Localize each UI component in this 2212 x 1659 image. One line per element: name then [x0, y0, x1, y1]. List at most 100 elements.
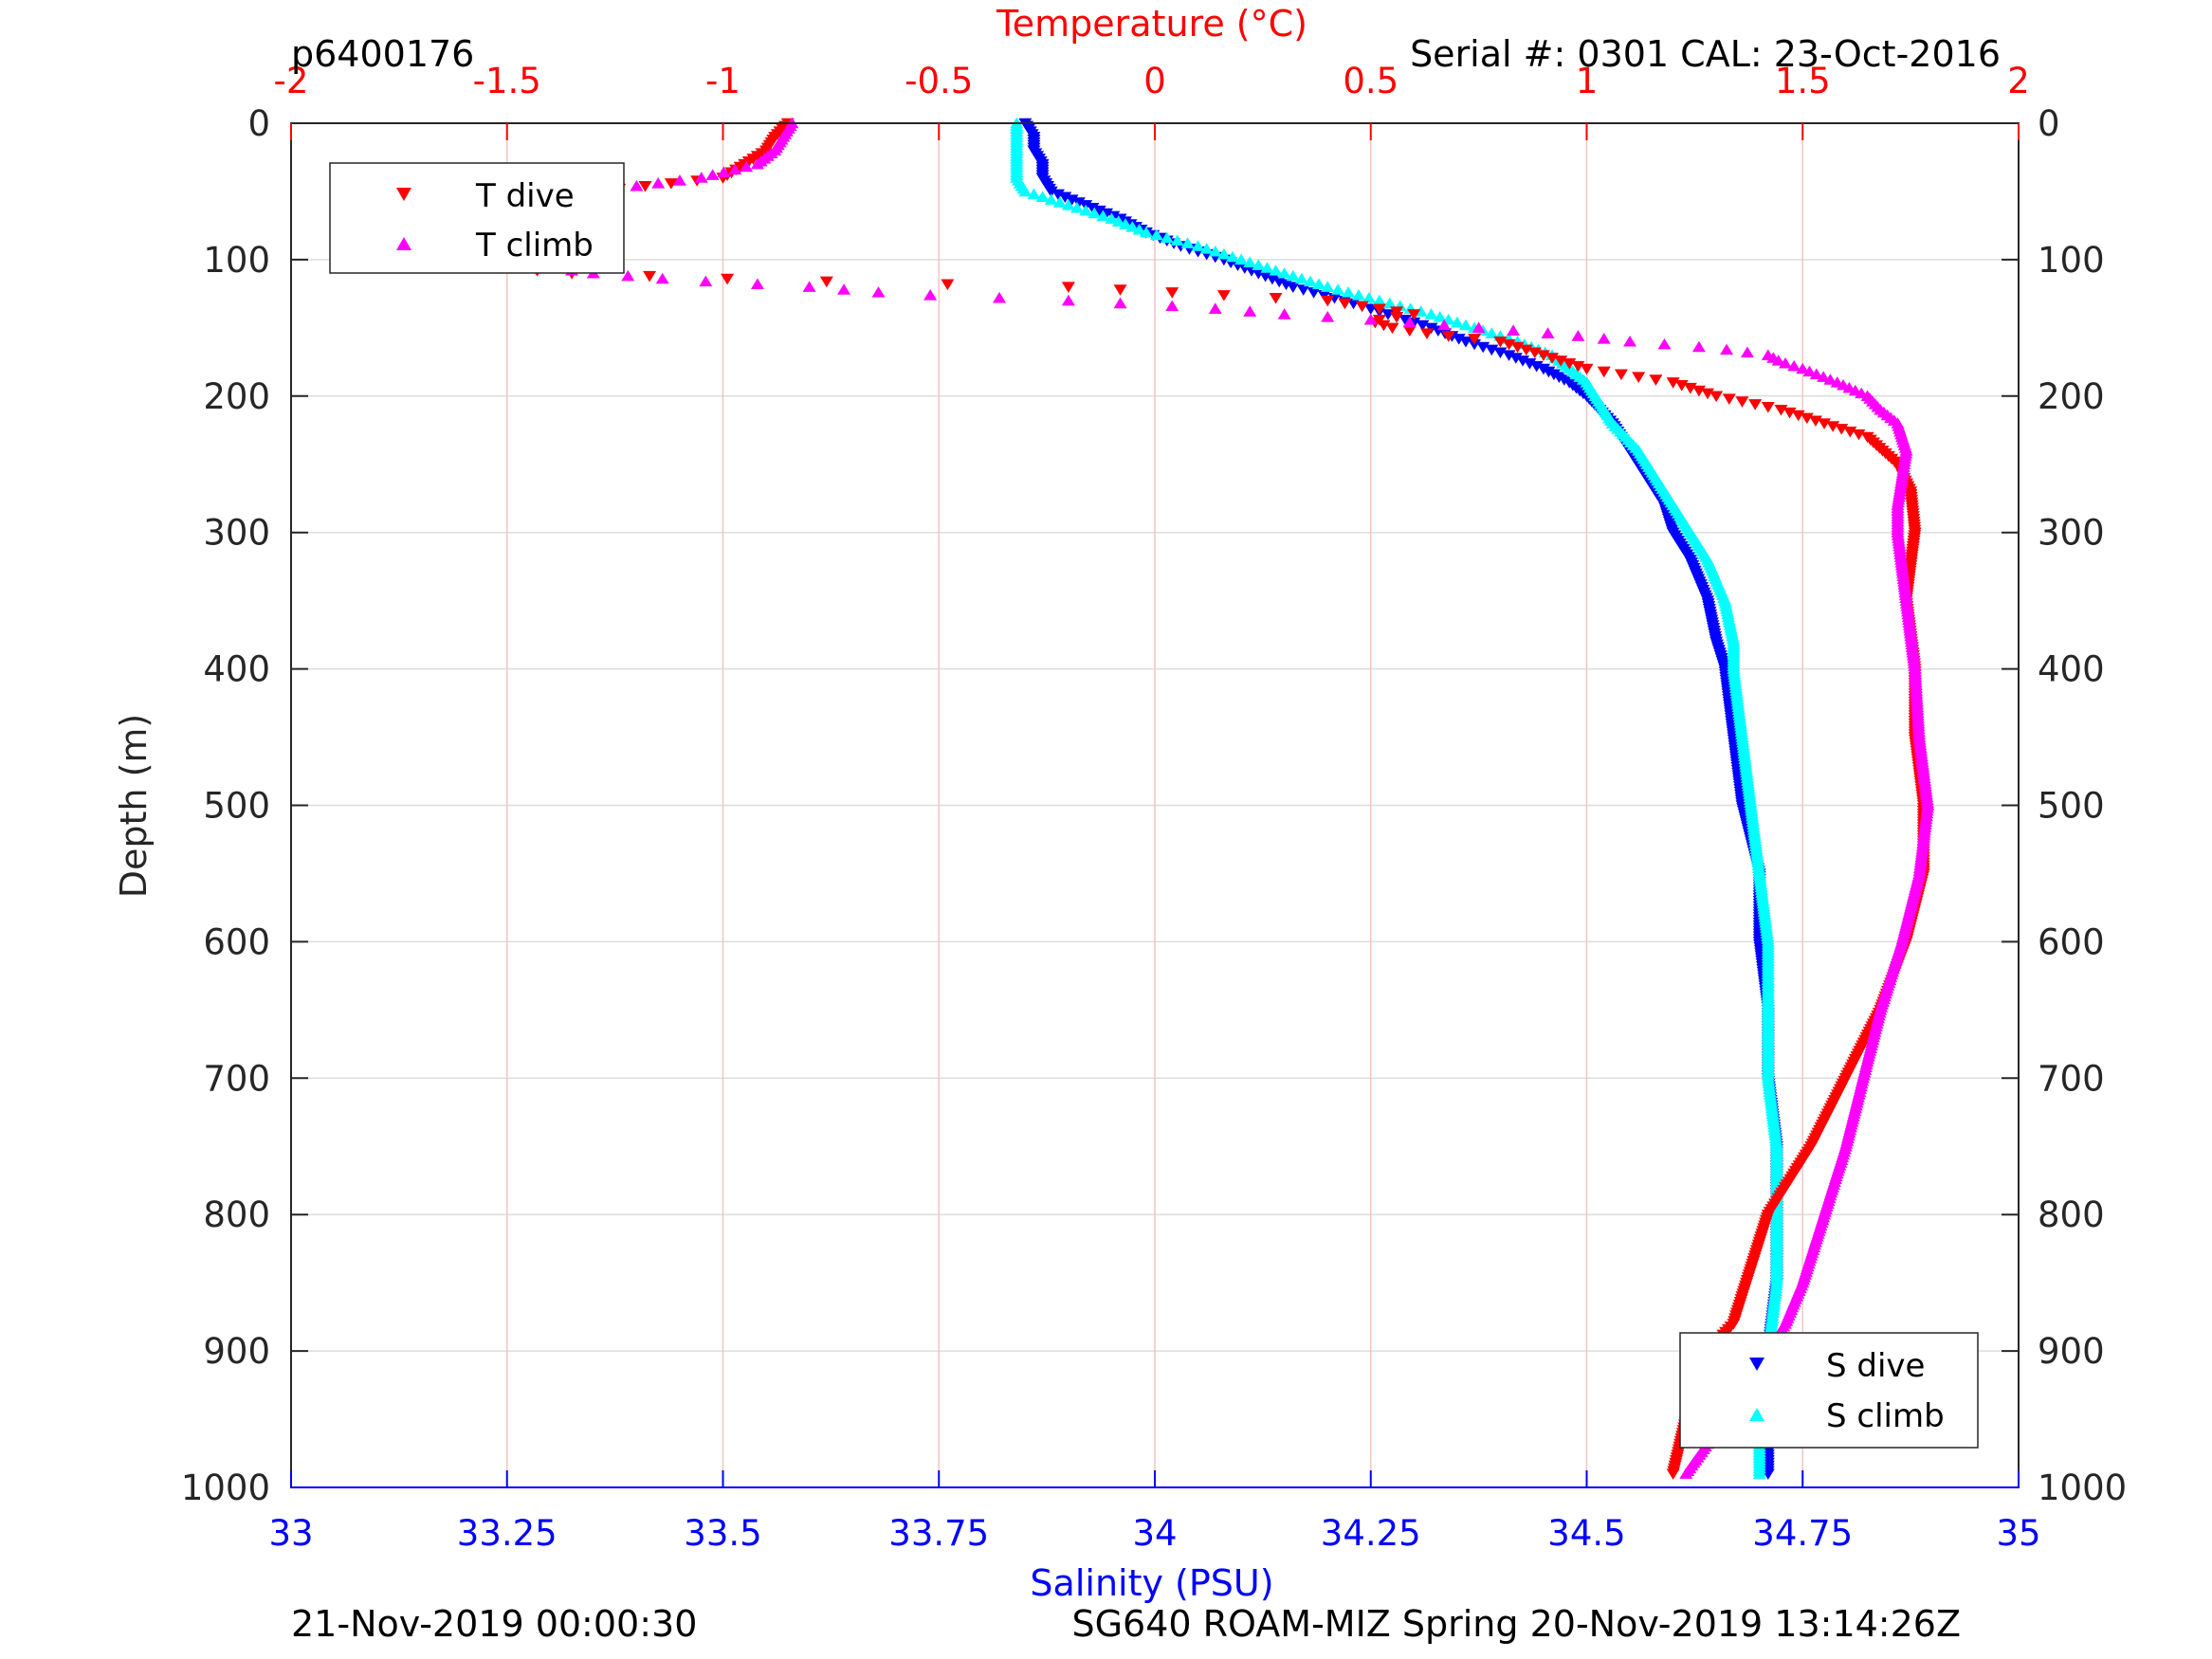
t-climb-point: [717, 166, 731, 178]
t-climb-point: [1437, 319, 1452, 331]
temperature-legend-box: [329, 162, 625, 274]
s-climb-point: [1252, 259, 1266, 270]
depth-tick-label: 300: [203, 513, 270, 554]
depth-tick-label: 1000: [181, 1468, 270, 1508]
t-climb-point: [694, 172, 708, 183]
s-climb-point: [1382, 297, 1397, 309]
t-climb-point: [728, 163, 742, 175]
depth-tick-label-right: 500: [2038, 786, 2105, 827]
t-dive-point: [1061, 282, 1075, 293]
t-climb-point: [750, 157, 764, 170]
salinity-tick-label: 33.75: [888, 1513, 989, 1554]
s-climb-point: [1286, 269, 1300, 282]
t-dive-legend-label: T dive: [475, 177, 575, 215]
salinity-tick-label: 33: [268, 1513, 313, 1554]
s-climb-point: [1119, 218, 1133, 229]
header-left-label: p6400176: [291, 33, 474, 75]
t-climb-point: [1817, 371, 1831, 382]
t-dive-point: [1407, 309, 1421, 320]
s-climb-legend-marker: [1749, 1408, 1764, 1421]
salinity-legend: S dive S climb: [1679, 1332, 1979, 1449]
t-climb-point: [1571, 330, 1585, 341]
salinity-axis-title: Salinity (PSU): [1030, 1562, 1273, 1604]
t-climb-point: [1740, 346, 1754, 358]
t-dive-point: [1321, 295, 1335, 307]
depth-axis-title: Depth (m): [113, 714, 155, 899]
depth-tick-label-right: 900: [2038, 1331, 2105, 1372]
s-dive-point: [1286, 282, 1300, 293]
depth-tick-label-right: 800: [2038, 1194, 2105, 1235]
t-climb-point: [750, 278, 764, 290]
grid-lines: [291, 123, 2019, 1487]
temperature-tick-label: -0.5: [905, 61, 973, 101]
t-climb-point: [1802, 365, 1817, 377]
s-climb-point: [1199, 243, 1214, 254]
t-dive-point: [941, 279, 955, 291]
depth-tick-label-right: 200: [2038, 376, 2105, 417]
t-dive-point: [1666, 1468, 1680, 1480]
s-climb-point: [1191, 240, 1205, 251]
s-dive-legend-label: S dive: [1826, 1347, 1925, 1385]
t-dive-point: [1419, 328, 1434, 339]
depth-tick-label-right: 1000: [2038, 1468, 2127, 1508]
temperature-tick-label: 0: [1143, 61, 1166, 101]
t-dive-point: [721, 273, 735, 285]
t-climb-point: [630, 179, 644, 191]
s-climb-point: [1225, 250, 1239, 263]
depth-tick-label: 0: [247, 103, 270, 144]
t-climb-point: [871, 286, 886, 298]
s-climb-point: [1303, 275, 1317, 287]
t-climb-point: [1321, 311, 1335, 322]
t-dive-point: [1165, 287, 1179, 299]
t-climb-point: [1771, 355, 1785, 366]
t-climb-legend-label: T climb: [475, 227, 594, 264]
s-climb-point: [1149, 228, 1163, 241]
t-climb-point: [1809, 368, 1823, 380]
depth-tick-label: 900: [203, 1331, 270, 1372]
s-climb-point: [1433, 311, 1447, 322]
s-climb-point: [1260, 262, 1274, 273]
s-climb-point: [1170, 234, 1184, 246]
s-climb-point: [1096, 210, 1110, 222]
s-climb-point: [1111, 215, 1125, 227]
depth-tick-label: 500: [203, 786, 270, 827]
s-climb-point: [1125, 221, 1140, 232]
s-dive-point: [1296, 284, 1310, 296]
t-dive-point: [1390, 312, 1404, 323]
salinity-tick-label: 33.25: [457, 1513, 558, 1554]
t-climb-point: [1402, 316, 1417, 328]
depth-tick-label: 400: [203, 649, 270, 690]
t-climb-point: [1113, 297, 1127, 309]
depth-tick-label: 100: [203, 240, 270, 281]
temperature-legend: T dive T climb: [329, 162, 625, 274]
s-climb-point: [1362, 291, 1376, 303]
t-dive-point: [1216, 290, 1231, 301]
s-climb-point: [1269, 264, 1283, 276]
s-climb-point: [1321, 281, 1335, 292]
t-climb-point: [1679, 1468, 1693, 1479]
t-climb-legend-marker: [396, 237, 411, 250]
temperature-tick-label: -2: [274, 61, 309, 101]
t-climb-point: [1657, 337, 1672, 350]
temperature-axis-title: Temperature (°C): [996, 3, 1307, 45]
t-dive-point: [1441, 331, 1455, 342]
t-climb-point: [1623, 335, 1637, 347]
t-climb-point: [1691, 340, 1706, 353]
t-climb-point: [1277, 308, 1291, 319]
t-dive-point: [1709, 391, 1724, 403]
t-dive-point: [1748, 399, 1763, 410]
s-climb-point: [1132, 223, 1146, 235]
t-climb-point: [923, 289, 938, 301]
t-dive-point: [643, 270, 657, 283]
t-climb-point: [837, 283, 851, 295]
t-climb-point: [1597, 333, 1611, 344]
t-climb-point: [699, 275, 713, 287]
temperature-tick-label: 1: [1576, 61, 1599, 101]
s-climb-series: [1010, 117, 1783, 1479]
temperature-tick-label: 0.5: [1343, 61, 1398, 101]
s-climb-point: [1035, 191, 1050, 202]
t-dive-point: [664, 178, 678, 190]
s-climb-point: [1372, 294, 1386, 306]
t-dive-point: [1468, 334, 1482, 345]
temperature-tick-label: 1.5: [1775, 61, 1831, 101]
